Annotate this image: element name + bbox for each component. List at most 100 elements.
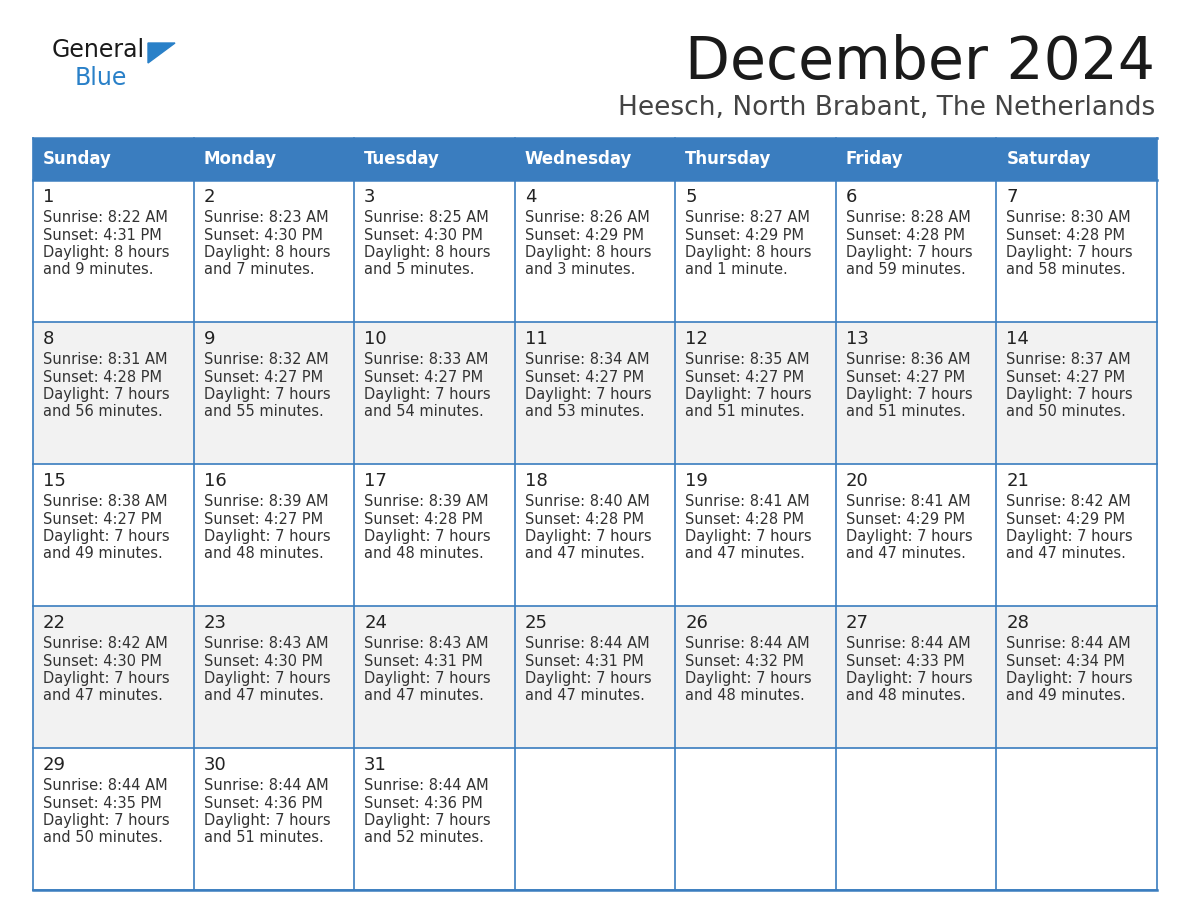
Text: Daylight: 7 hours: Daylight: 7 hours [43,671,170,686]
Bar [514,322,675,464]
Text: Sunset: 4:30 PM: Sunset: 4:30 PM [203,654,322,668]
Bar [514,180,675,322]
Text: Thursday: Thursday [685,150,772,168]
Text: and 54 minutes.: and 54 minutes. [365,405,484,420]
Text: Sunset: 4:28 PM: Sunset: 4:28 PM [846,228,965,242]
Text: 16: 16 [203,472,227,490]
Text: Daylight: 7 hours: Daylight: 7 hours [203,813,330,828]
Bar [836,606,997,748]
Text: Sunrise: 8:22 AM: Sunrise: 8:22 AM [43,210,168,225]
Text: Sunset: 4:32 PM: Sunset: 4:32 PM [685,654,804,668]
Text: Sunset: 4:33 PM: Sunset: 4:33 PM [846,654,965,668]
Text: Sunset: 4:31 PM: Sunset: 4:31 PM [525,654,644,668]
Text: Friday: Friday [846,150,904,168]
Text: Sunrise: 8:28 AM: Sunrise: 8:28 AM [846,210,971,225]
Polygon shape [148,43,175,63]
Text: Sunrise: 8:35 AM: Sunrise: 8:35 AM [685,352,810,367]
Text: Daylight: 7 hours: Daylight: 7 hours [846,245,973,260]
Text: Sunrise: 8:38 AM: Sunrise: 8:38 AM [43,494,168,509]
Text: Daylight: 8 hours: Daylight: 8 hours [685,245,811,260]
Text: Sunrise: 8:36 AM: Sunrise: 8:36 AM [846,352,971,367]
Text: 1: 1 [43,188,55,206]
Text: 3: 3 [365,188,375,206]
Text: and 5 minutes.: and 5 minutes. [365,263,475,277]
Bar [836,322,997,464]
Text: Sunrise: 8:41 AM: Sunrise: 8:41 AM [846,494,971,509]
Text: Daylight: 8 hours: Daylight: 8 hours [203,245,330,260]
Text: Sunset: 4:28 PM: Sunset: 4:28 PM [365,511,484,527]
Text: 6: 6 [846,188,858,206]
Text: Daylight: 7 hours: Daylight: 7 hours [846,529,973,544]
Text: and 47 minutes.: and 47 minutes. [846,546,966,562]
Text: Daylight: 7 hours: Daylight: 7 hours [525,529,651,544]
Bar [194,180,354,322]
Text: December 2024: December 2024 [685,35,1155,92]
Bar [675,464,836,606]
Text: Sunrise: 8:43 AM: Sunrise: 8:43 AM [203,636,328,651]
Text: 28: 28 [1006,614,1029,632]
Text: Sunrise: 8:30 AM: Sunrise: 8:30 AM [1006,210,1131,225]
Text: 17: 17 [365,472,387,490]
Text: Sunrise: 8:44 AM: Sunrise: 8:44 AM [43,778,168,793]
Bar [997,322,1157,464]
Text: Daylight: 7 hours: Daylight: 7 hours [203,671,330,686]
Text: Daylight: 7 hours: Daylight: 7 hours [43,813,170,828]
Text: and 47 minutes.: and 47 minutes. [525,688,645,703]
Text: Sunrise: 8:44 AM: Sunrise: 8:44 AM [1006,636,1131,651]
Text: Monday: Monday [203,150,277,168]
Text: and 50 minutes.: and 50 minutes. [43,831,163,845]
Bar [514,606,675,748]
Text: Saturday: Saturday [1006,150,1091,168]
Text: Daylight: 7 hours: Daylight: 7 hours [203,387,330,402]
Text: 4: 4 [525,188,536,206]
Text: Sunrise: 8:37 AM: Sunrise: 8:37 AM [1006,352,1131,367]
Text: Sunrise: 8:42 AM: Sunrise: 8:42 AM [43,636,168,651]
Bar [997,748,1157,890]
Text: Daylight: 8 hours: Daylight: 8 hours [525,245,651,260]
Text: 5: 5 [685,188,697,206]
Bar [675,322,836,464]
Text: Sunrise: 8:25 AM: Sunrise: 8:25 AM [365,210,489,225]
Text: and 48 minutes.: and 48 minutes. [685,688,805,703]
Text: Sunset: 4:28 PM: Sunset: 4:28 PM [685,511,804,527]
Text: and 47 minutes.: and 47 minutes. [365,688,484,703]
Text: Sunrise: 8:41 AM: Sunrise: 8:41 AM [685,494,810,509]
Text: Sunrise: 8:44 AM: Sunrise: 8:44 AM [203,778,328,793]
Text: and 50 minutes.: and 50 minutes. [1006,405,1126,420]
Bar [194,748,354,890]
Text: Sunset: 4:27 PM: Sunset: 4:27 PM [365,370,484,385]
Text: 21: 21 [1006,472,1029,490]
Text: and 47 minutes.: and 47 minutes. [43,688,163,703]
Text: and 52 minutes.: and 52 minutes. [365,831,484,845]
Text: 25: 25 [525,614,548,632]
Text: Sunrise: 8:40 AM: Sunrise: 8:40 AM [525,494,650,509]
Text: and 55 minutes.: and 55 minutes. [203,405,323,420]
Bar [33,748,194,890]
Text: and 47 minutes.: and 47 minutes. [1006,546,1126,562]
Bar [836,748,997,890]
Text: and 58 minutes.: and 58 minutes. [1006,263,1126,277]
Text: Sunset: 4:30 PM: Sunset: 4:30 PM [203,228,322,242]
Bar [354,464,514,606]
Text: Sunrise: 8:39 AM: Sunrise: 8:39 AM [365,494,488,509]
Text: and 49 minutes.: and 49 minutes. [1006,688,1126,703]
Bar [675,180,836,322]
Text: Sunrise: 8:44 AM: Sunrise: 8:44 AM [846,636,971,651]
Bar [354,322,514,464]
Text: Sunrise: 8:39 AM: Sunrise: 8:39 AM [203,494,328,509]
Text: and 49 minutes.: and 49 minutes. [43,546,163,562]
Text: Daylight: 7 hours: Daylight: 7 hours [365,529,491,544]
Text: 2: 2 [203,188,215,206]
Text: Daylight: 7 hours: Daylight: 7 hours [365,387,491,402]
Text: Daylight: 7 hours: Daylight: 7 hours [203,529,330,544]
Text: 24: 24 [365,614,387,632]
Text: 11: 11 [525,330,548,348]
Text: 23: 23 [203,614,227,632]
Text: Sunset: 4:28 PM: Sunset: 4:28 PM [1006,228,1125,242]
Text: and 56 minutes.: and 56 minutes. [43,405,163,420]
Text: Blue: Blue [75,66,127,90]
Text: 7: 7 [1006,188,1018,206]
Bar [354,748,514,890]
Text: Daylight: 7 hours: Daylight: 7 hours [525,387,651,402]
Text: Daylight: 7 hours: Daylight: 7 hours [685,671,811,686]
